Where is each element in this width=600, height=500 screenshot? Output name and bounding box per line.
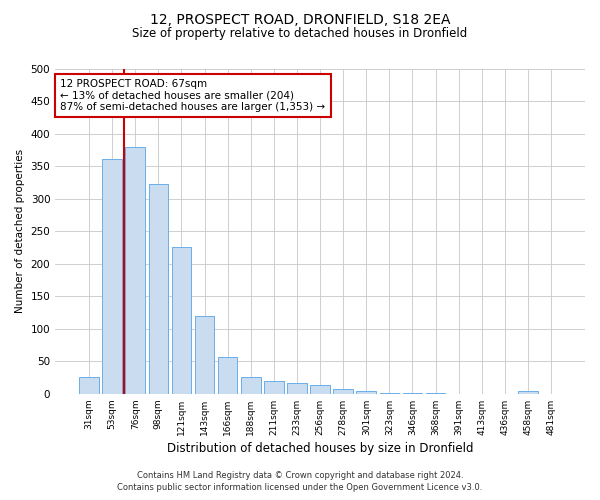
Bar xyxy=(172,247,191,394)
Text: Contains HM Land Registry data © Crown copyright and database right 2024.
Contai: Contains HM Land Registry data © Crown c… xyxy=(118,471,482,492)
Bar xyxy=(79,377,99,394)
Bar xyxy=(103,158,122,394)
Bar xyxy=(310,386,330,394)
Bar xyxy=(403,393,422,394)
Bar xyxy=(426,393,445,394)
Bar xyxy=(356,391,376,394)
Bar xyxy=(125,147,145,394)
Bar xyxy=(264,381,284,394)
X-axis label: Distribution of detached houses by size in Dronfield: Distribution of detached houses by size … xyxy=(167,442,473,455)
Bar xyxy=(518,391,538,394)
Y-axis label: Number of detached properties: Number of detached properties xyxy=(15,150,25,314)
Bar xyxy=(149,184,168,394)
Text: 12, PROSPECT ROAD, DRONFIELD, S18 2EA: 12, PROSPECT ROAD, DRONFIELD, S18 2EA xyxy=(150,12,450,26)
Bar xyxy=(287,384,307,394)
Bar xyxy=(241,377,260,394)
Text: 12 PROSPECT ROAD: 67sqm
← 13% of detached houses are smaller (204)
87% of semi-d: 12 PROSPECT ROAD: 67sqm ← 13% of detache… xyxy=(61,78,326,112)
Bar xyxy=(218,357,238,394)
Bar xyxy=(195,316,214,394)
Bar xyxy=(334,390,353,394)
Bar xyxy=(380,392,399,394)
Text: Size of property relative to detached houses in Dronfield: Size of property relative to detached ho… xyxy=(133,28,467,40)
